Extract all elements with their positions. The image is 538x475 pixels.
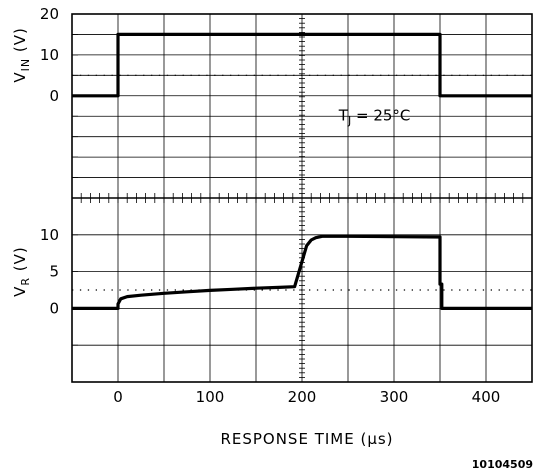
vin-series-line bbox=[72, 32, 532, 98]
ticks bbox=[71, 13, 533, 378]
vr-series-line bbox=[72, 234, 532, 310]
vr-axis-title: VR (V) bbox=[11, 246, 32, 297]
x-tick-label: 400 bbox=[472, 388, 501, 406]
x-tick-label: 100 bbox=[196, 388, 225, 406]
x-tick-label: 200 bbox=[288, 388, 317, 406]
temperature-annotation: TJ = 25°C bbox=[338, 106, 411, 127]
figure-id: 10104509 bbox=[472, 458, 533, 471]
x-tick-label: 0 bbox=[113, 388, 123, 406]
y-tick-label: 5 bbox=[49, 263, 59, 281]
x-tick-label: 300 bbox=[380, 388, 409, 406]
y-tick-label: 0 bbox=[49, 299, 59, 317]
y-tick-label: 20 bbox=[40, 5, 59, 23]
x-axis-title: RESPONSE TIME (µs) bbox=[220, 430, 393, 448]
vin-axis-title: VIN (V) bbox=[11, 27, 32, 82]
series bbox=[72, 32, 532, 310]
y-tick-label: 0 bbox=[49, 87, 59, 105]
y-tick-label: 10 bbox=[40, 46, 59, 64]
y-tick-label: 10 bbox=[40, 226, 59, 244]
